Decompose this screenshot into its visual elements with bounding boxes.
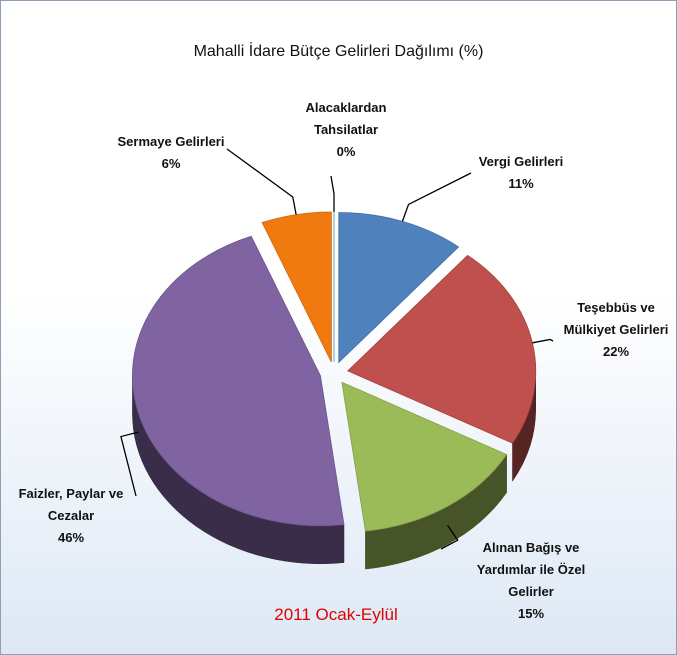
data-label-value: 6%: [161, 156, 181, 171]
data-label-name: Sermaye Gelirleri: [117, 134, 225, 149]
data-label-value: 11%: [508, 176, 534, 191]
chart-subtitle: 2011 Ocak-Eylül: [274, 605, 398, 624]
data-label-value: 46%: [57, 530, 85, 545]
data-label-name: Alınan Bağış ve Yardımlar ile Özel Gelir…: [476, 540, 586, 599]
leader-line: [401, 172, 472, 222]
data-label-value: 22%: [602, 344, 630, 359]
data-label-name: Vergi Gelirleri: [478, 154, 564, 169]
slice: [341, 381, 508, 532]
data-label: Faizler, Paylar ve Cezalar 46%: [6, 483, 136, 549]
leader-line: [120, 431, 139, 497]
leader-line: [440, 524, 459, 550]
data-label: Teşebbüs ve Mülkiyet Gelirleri 22%: [551, 297, 676, 363]
data-label: Sermaye Gelirleri 6%: [101, 131, 241, 175]
slice: [261, 211, 332, 363]
chart-title: Mahalli İdare Bütçe Gelirleri Dağılımı (…: [193, 43, 484, 60]
slice: [132, 235, 345, 527]
data-label: Alacaklardan Tahsilatlar 0%: [291, 97, 401, 163]
data-label: Alınan Bağış ve Yardımlar ile Özel Gelir…: [456, 537, 606, 625]
data-label: Vergi Gelirleri 11%: [456, 151, 586, 195]
leader-line: [532, 338, 554, 344]
data-label-name: Alacaklardan Tahsilatlar: [305, 100, 387, 137]
data-label-name: Faizler, Paylar ve Cezalar: [18, 486, 124, 523]
data-label-value: 0%: [336, 144, 356, 159]
data-label-value: 15%: [517, 606, 545, 621]
leader-line: [226, 148, 297, 215]
leader-line: [330, 175, 335, 212]
data-label-name: Teşebbüs ve Mülkiyet Gelirleri: [563, 300, 669, 337]
slice: [347, 254, 537, 444]
